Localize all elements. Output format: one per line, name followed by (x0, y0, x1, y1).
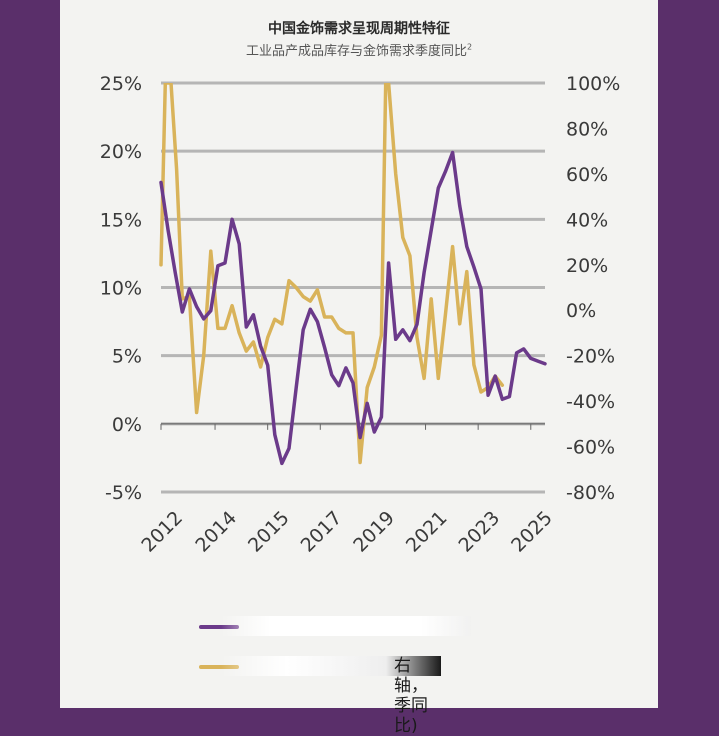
y-left-tick-label: 15% (100, 209, 142, 231)
y-right-tick-label: -80% (566, 482, 615, 504)
y-right-tick-label: 40% (566, 209, 608, 231)
y-right-tick-label: -20% (566, 346, 615, 368)
dual-axis-line-chart: 25% 20% 15% 10% 5% 0% -5% 100% 80% 60% 40% 20% 0% -20… (100, 73, 621, 557)
series-line-purple (159, 150, 547, 466)
y-right-tick-label: 60% (566, 164, 608, 186)
legend-label-obscured (221, 616, 471, 636)
y-right-tick-label: 0% (566, 300, 596, 322)
subtitle-footnote-marker: 2 (466, 42, 473, 52)
y-left-tick-label: 20% (100, 141, 142, 163)
y-left-tick-label: 5% (112, 346, 142, 368)
x-tick-label: 2021 (402, 507, 452, 557)
legend-swatch-gold (199, 665, 239, 669)
y-left-tick-label: 0% (112, 414, 142, 436)
y-left-tick-label: 25% (100, 73, 142, 95)
y-left-tick-label: -5% (105, 482, 142, 504)
y-right-tick-label: -60% (566, 437, 615, 459)
legend-label-obscured-gold (221, 656, 441, 676)
x-tick-label: 2015 (244, 507, 294, 557)
x-tick-label: 2023 (454, 507, 504, 557)
x-tick-label: 2012 (137, 507, 187, 557)
x-tick-label: 2014 (191, 507, 241, 557)
subtitle-text: 工业品产成品库存与金饰需求季度同比 (245, 44, 467, 59)
y-right-tick-label: -40% (566, 391, 615, 413)
legend-swatch-purple (199, 625, 239, 629)
x-tick-label: 2025 (507, 507, 557, 557)
legend-label-gold: 右轴，季同比) (394, 656, 428, 736)
y-left-tick-label: 10% (100, 278, 142, 300)
chart-card: 中国金饰需求呈现周期性特征 工业品产成品库存与金饰需求季度同比2 25% 20% 1… (60, 0, 658, 736)
y-right-tick-label: 80% (566, 118, 608, 140)
chart-subtitle: 工业品产成品库存与金饰需求季度同比2 (60, 40, 658, 59)
y-right-tick-label: 100% (566, 73, 620, 95)
series-line-gold (159, 83, 505, 465)
chart-title: 中国金饰需求呈现周期性特征 (268, 21, 450, 37)
x-tick-label: 2019 (349, 507, 399, 557)
x-tick-label: 2017 (297, 507, 347, 557)
y-right-tick-label: 20% (566, 255, 608, 277)
